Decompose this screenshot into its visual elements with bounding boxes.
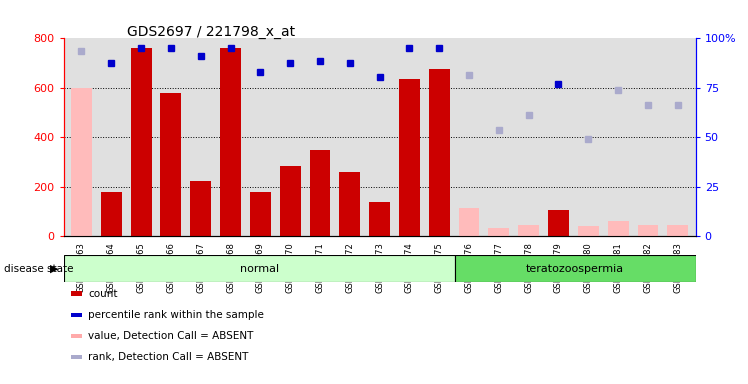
Bar xyxy=(190,180,211,236)
Bar xyxy=(667,225,688,236)
Bar xyxy=(455,255,696,282)
Bar xyxy=(64,255,455,282)
Bar xyxy=(370,202,390,236)
Bar xyxy=(518,225,539,236)
Text: teratozoospermia: teratozoospermia xyxy=(526,264,625,274)
Bar xyxy=(429,69,450,236)
Bar xyxy=(637,225,658,236)
Bar xyxy=(488,227,509,236)
Text: value, Detection Call = ABSENT: value, Detection Call = ABSENT xyxy=(88,331,254,341)
Bar xyxy=(310,150,331,236)
Text: rank, Detection Call = ABSENT: rank, Detection Call = ABSENT xyxy=(88,352,248,362)
Bar xyxy=(101,192,122,236)
Bar xyxy=(161,93,181,236)
Bar xyxy=(280,166,301,236)
Text: ▶: ▶ xyxy=(50,264,58,274)
Bar xyxy=(548,210,569,236)
Bar xyxy=(607,221,628,236)
Text: disease state: disease state xyxy=(4,264,73,274)
Bar xyxy=(459,208,479,236)
Bar xyxy=(399,79,420,236)
Bar xyxy=(71,88,92,236)
Text: normal: normal xyxy=(239,264,279,274)
Text: count: count xyxy=(88,289,117,299)
Bar xyxy=(578,226,598,236)
Bar xyxy=(131,48,152,236)
Bar xyxy=(220,48,241,236)
Bar xyxy=(250,192,271,236)
Text: percentile rank within the sample: percentile rank within the sample xyxy=(88,310,264,320)
Bar xyxy=(340,172,361,236)
Text: GDS2697 / 221798_x_at: GDS2697 / 221798_x_at xyxy=(127,25,295,39)
